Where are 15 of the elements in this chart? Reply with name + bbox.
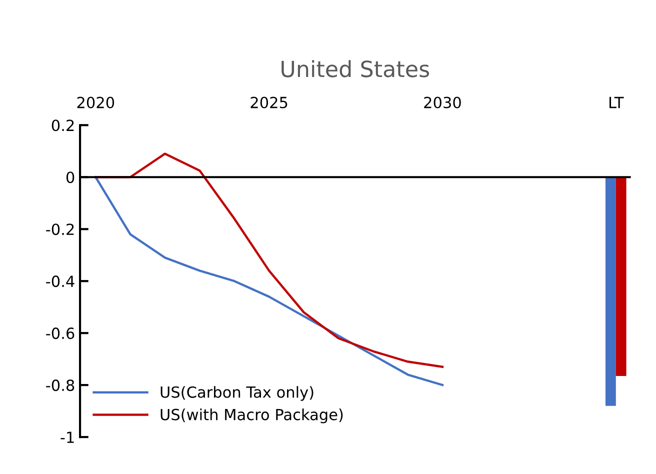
chart-title: United States — [282, 60, 430, 78]
y-tick-label: -0.2 — [46, 224, 74, 236]
x-tick-label: 2020 — [77, 96, 114, 108]
line-series — [94, 176, 444, 386]
x-tick-label: LT — [610, 96, 624, 108]
x-tick-label: 2030 — [424, 96, 461, 108]
legend-label: US(Carbon Tax only) — [160, 386, 314, 401]
y-tick-label: 0 — [66, 172, 74, 184]
legend-label: US(with Macro Package) — [160, 408, 343, 424]
x-tick-label: 2025 — [250, 96, 288, 108]
y-tick-label: -1 — [60, 432, 74, 443]
y-tick-label: 0.2 — [52, 120, 74, 132]
y-tick-label: -0.8 — [46, 380, 74, 392]
y-tick-label: -0.6 — [46, 328, 74, 340]
y-tick-label: -0.4 — [46, 276, 74, 288]
